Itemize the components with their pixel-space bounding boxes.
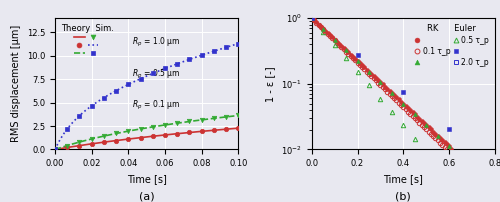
Y-axis label: 1 - ε [-]: 1 - ε [-] xyxy=(266,66,276,102)
Legend: , 0.1 τ_p, , 0.5 τ_p, , 2.0 τ_p: , 0.1 τ_p, , 0.5 τ_p, , 2.0 τ_p xyxy=(412,22,491,69)
Text: $R_p$ = 1.0 μm: $R_p$ = 1.0 μm xyxy=(132,36,180,49)
Y-axis label: RMS displacement [μm]: RMS displacement [μm] xyxy=(12,25,22,142)
Text: (a): (a) xyxy=(139,191,154,202)
Legend: , , , , , : , , , , , xyxy=(58,22,116,58)
Text: (b): (b) xyxy=(396,191,411,202)
Text: $R_p$ = 0.5 μm: $R_p$ = 0.5 μm xyxy=(132,68,180,81)
Text: $R_p$ = 0.1 μm: $R_p$ = 0.1 μm xyxy=(132,99,180,112)
X-axis label: Time [s]: Time [s] xyxy=(384,174,424,184)
X-axis label: Time [s]: Time [s] xyxy=(126,174,166,184)
